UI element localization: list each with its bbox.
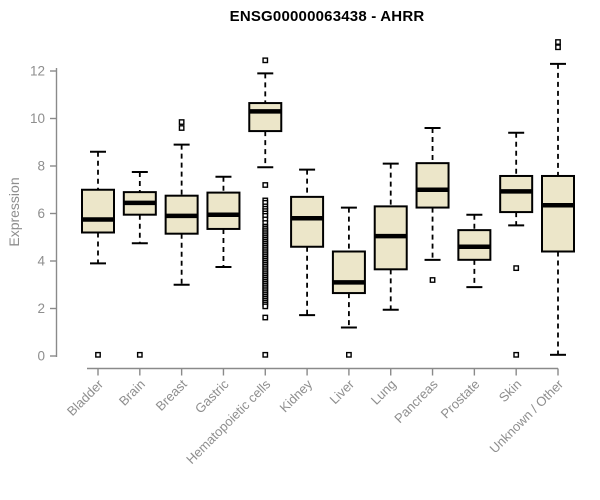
outlier-point [178, 119, 185, 125]
boxplot-liver [331, 206, 366, 358]
x-tick-label: Skin [496, 377, 524, 405]
iqr-box [81, 188, 115, 234]
y-tick-label: 8 [37, 159, 45, 174]
boxplot-brain [122, 170, 157, 358]
outlier-point [136, 351, 143, 358]
outlier-point [513, 265, 520, 272]
outlier-point [262, 182, 269, 188]
outlier-point [262, 57, 269, 64]
x-tick-label: Lung [368, 377, 399, 408]
outlier-point [513, 351, 520, 358]
x-tick-label: Brain [116, 377, 148, 409]
y-tick-label: 2 [37, 301, 45, 316]
iqr-box [499, 174, 534, 214]
boxplot-skin [499, 131, 534, 358]
y-tick-label: 6 [37, 206, 45, 221]
x-tick-label: Bladder [64, 376, 107, 419]
outlier-point [346, 351, 352, 358]
outlier-point [262, 303, 269, 310]
iqr-box [541, 174, 575, 253]
iqr-box [415, 162, 450, 209]
chart-title: ENSG00000063438 - AHRR [229, 8, 425, 25]
iqr-box [331, 250, 366, 295]
y-tick-label: 12 [30, 64, 45, 79]
x-tick-label: Kidney [276, 376, 315, 415]
boxplot-bladder [81, 150, 115, 358]
outlier-point [429, 277, 436, 283]
x-tick-label: Gastric [192, 376, 232, 416]
x-tick-label: Unknown / Other [487, 376, 567, 456]
boxplot-kidney [290, 168, 325, 317]
x-tick-label: Breast [153, 376, 190, 413]
outlier-point [262, 351, 269, 358]
boxplot-lung [373, 162, 408, 311]
outlier-point [555, 39, 561, 45]
outlier-point [262, 314, 269, 321]
boxplot-hematopoietic-cells [248, 57, 283, 358]
x-tick-label: Prostate [438, 377, 483, 422]
outlier-point [178, 125, 185, 131]
boxplot-pancreas [415, 127, 450, 283]
boxplot-gastric [206, 175, 241, 268]
y-tick-label: 4 [37, 254, 45, 269]
x-tick-label: Pancreas [391, 376, 441, 426]
x-tick-label: Liver [326, 376, 357, 407]
outlier-point [555, 44, 561, 51]
iqr-box [206, 191, 241, 230]
boxplot-prostate [457, 213, 492, 289]
iqr-box [248, 102, 283, 133]
outlier-point [95, 351, 101, 358]
boxplot-breast [164, 119, 199, 286]
iqr-box [290, 195, 325, 248]
y-tick-label: 0 [37, 349, 45, 364]
boxplot-unknown-other [541, 39, 575, 356]
y-tick-label: 10 [30, 111, 45, 126]
